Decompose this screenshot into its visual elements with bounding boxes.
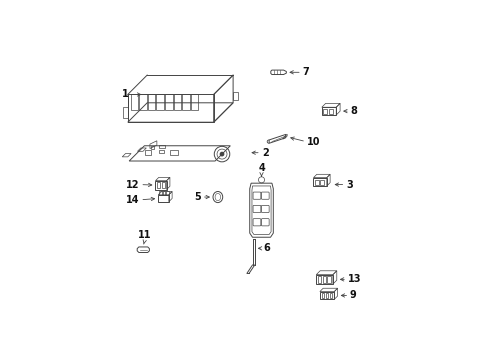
Text: 12: 12 (126, 180, 140, 190)
Bar (327, 276, 331, 283)
Bar (145, 150, 151, 155)
Bar (151, 146, 154, 149)
Circle shape (220, 152, 223, 156)
Bar (322, 293, 324, 298)
Bar (318, 276, 321, 283)
Bar (323, 109, 327, 114)
Bar (320, 180, 324, 185)
Bar (159, 145, 165, 148)
Bar (159, 150, 164, 153)
Bar (330, 293, 332, 298)
Bar (320, 292, 334, 299)
Bar (157, 182, 160, 188)
Bar (165, 94, 172, 110)
Bar (191, 94, 198, 110)
Bar (170, 150, 178, 155)
Text: 2: 2 (262, 148, 269, 158)
Text: 3: 3 (347, 180, 353, 190)
Bar (326, 293, 328, 298)
Bar (316, 275, 333, 284)
Bar (322, 276, 326, 283)
Bar (130, 94, 138, 110)
Bar (155, 181, 167, 190)
Bar (163, 191, 165, 195)
Bar (159, 191, 162, 195)
Text: 1: 1 (122, 90, 129, 99)
Bar (162, 182, 165, 188)
Bar (156, 94, 164, 110)
Text: 8: 8 (350, 106, 357, 116)
Bar (147, 94, 155, 110)
Text: 11: 11 (138, 230, 151, 240)
Text: 4: 4 (258, 163, 265, 173)
Text: 6: 6 (264, 243, 270, 253)
Text: 7: 7 (302, 67, 309, 77)
Bar (182, 94, 190, 110)
Bar (158, 195, 169, 202)
Text: 14: 14 (126, 195, 140, 205)
Bar (173, 94, 181, 110)
Bar (322, 107, 336, 115)
Text: 10: 10 (307, 136, 320, 147)
Bar (139, 94, 147, 110)
Text: 13: 13 (347, 274, 361, 284)
Text: 9: 9 (350, 291, 357, 301)
Bar (329, 109, 333, 114)
Text: 5: 5 (195, 192, 201, 202)
Bar (166, 191, 169, 195)
Bar (314, 177, 327, 186)
Bar (315, 180, 319, 185)
